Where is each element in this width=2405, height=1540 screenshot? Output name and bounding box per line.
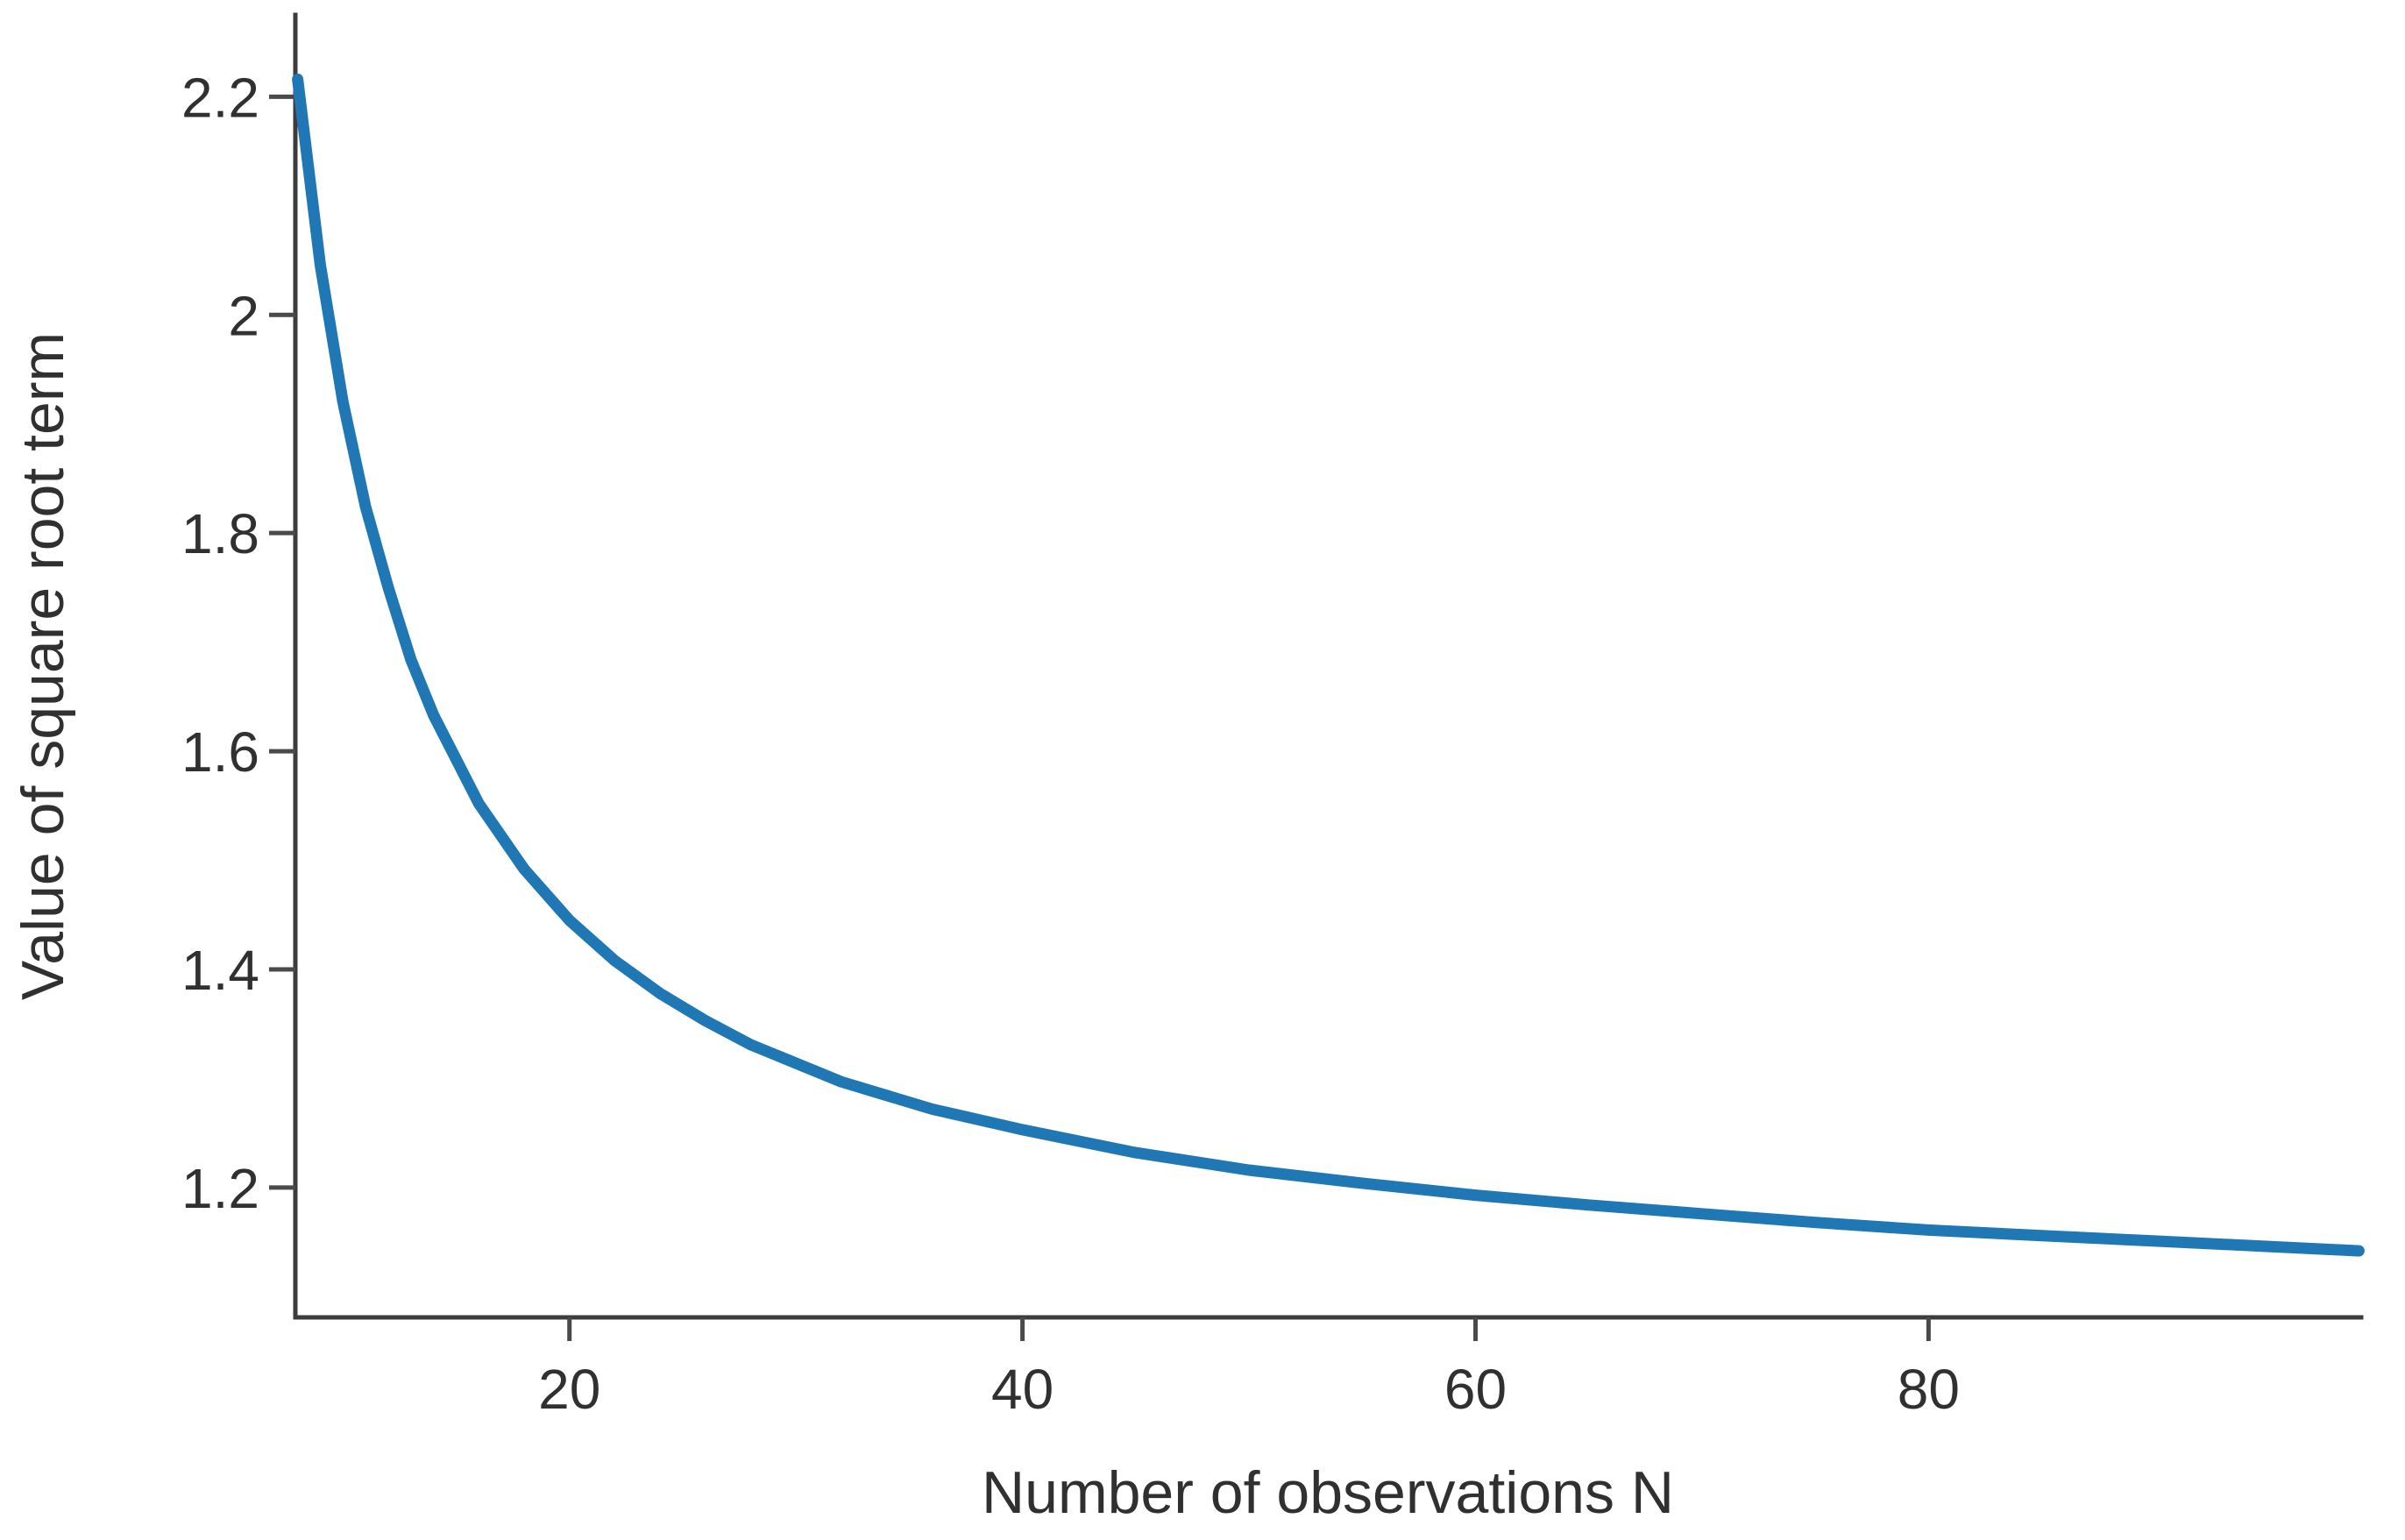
tick-marks: [269, 94, 1931, 1341]
y-tick-label: 1.6: [181, 720, 259, 784]
y-tick-label: 2: [228, 284, 259, 347]
y-tick-label: 1.2: [181, 1157, 259, 1220]
series-line-square-root-term: [292, 73, 2365, 1257]
x-tick-label: 80: [1898, 1358, 1960, 1421]
axes: [293, 12, 2364, 1320]
tick-labels: 20 40 60 80 2.2 2 1.8 1.6 1.4 1.2: [181, 66, 1960, 1421]
y-tick-label: 2.2: [181, 66, 259, 129]
y-axis-label: Value of square root term: [10, 332, 76, 1000]
x-tick-label: 40: [991, 1358, 1054, 1421]
x-tick-label: 60: [1444, 1358, 1507, 1421]
x-axis-label: Number of observations N: [982, 1459, 1674, 1526]
y-tick-label: 1.4: [181, 939, 259, 1002]
y-tick-label: 1.8: [181, 502, 259, 565]
data-curve: [292, 73, 2365, 1257]
x-tick-label: 20: [538, 1358, 600, 1421]
